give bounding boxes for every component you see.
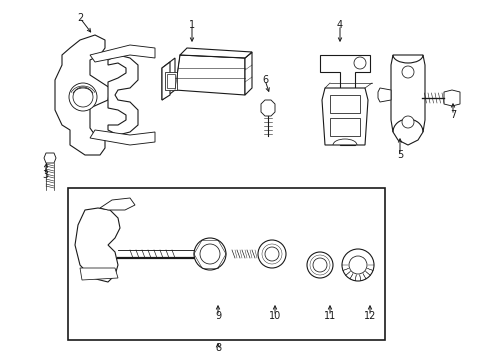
Text: 9: 9 — [215, 311, 221, 321]
Circle shape — [401, 66, 413, 78]
Polygon shape — [90, 45, 155, 62]
Polygon shape — [162, 58, 175, 100]
Text: 7: 7 — [449, 110, 455, 120]
Polygon shape — [390, 55, 424, 145]
Text: 12: 12 — [363, 311, 375, 321]
Text: 4: 4 — [336, 20, 343, 30]
Polygon shape — [321, 88, 367, 145]
Text: 1: 1 — [188, 20, 195, 30]
Circle shape — [353, 57, 365, 69]
Polygon shape — [162, 62, 170, 100]
Text: 6: 6 — [262, 75, 267, 85]
Polygon shape — [261, 100, 274, 116]
Polygon shape — [75, 208, 120, 282]
Circle shape — [341, 249, 373, 281]
Polygon shape — [377, 88, 390, 102]
Circle shape — [69, 83, 97, 111]
Polygon shape — [244, 52, 251, 95]
Polygon shape — [108, 55, 138, 135]
Polygon shape — [175, 55, 244, 95]
Text: 2: 2 — [77, 13, 83, 23]
Circle shape — [306, 252, 332, 278]
Bar — [164, 72, 177, 90]
Polygon shape — [90, 130, 155, 145]
Text: 10: 10 — [268, 311, 281, 321]
Text: 3: 3 — [42, 170, 48, 180]
Polygon shape — [100, 198, 135, 210]
Polygon shape — [443, 90, 459, 106]
Polygon shape — [180, 48, 251, 58]
Circle shape — [401, 116, 413, 128]
Bar — [167, 74, 175, 88]
Bar — [68, 188, 384, 340]
Polygon shape — [55, 35, 110, 155]
Bar — [329, 95, 359, 113]
Circle shape — [194, 238, 225, 270]
Text: 5: 5 — [396, 150, 402, 160]
Polygon shape — [80, 268, 118, 280]
Bar — [329, 118, 359, 136]
Text: 8: 8 — [215, 343, 221, 353]
Polygon shape — [44, 153, 56, 163]
Circle shape — [258, 240, 285, 268]
Text: 11: 11 — [323, 311, 335, 321]
Polygon shape — [319, 55, 369, 145]
